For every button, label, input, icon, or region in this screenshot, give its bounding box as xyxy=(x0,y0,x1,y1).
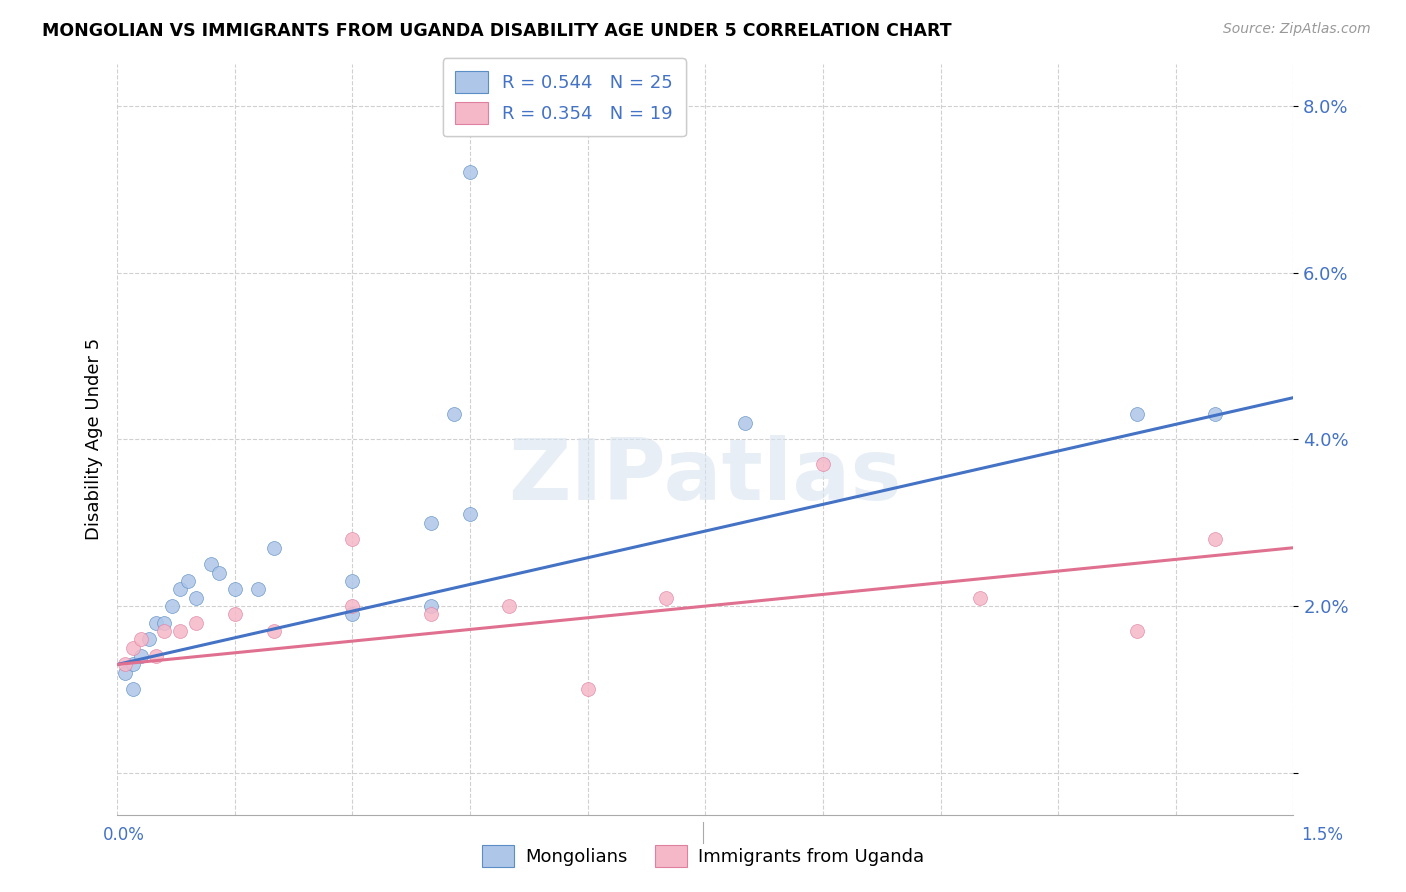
Point xyxy=(1125,624,1147,639)
Text: 0.0%: 0.0% xyxy=(103,826,145,844)
Point xyxy=(114,665,136,680)
Point xyxy=(122,640,145,655)
Text: MONGOLIAN VS IMMIGRANTS FROM UGANDA DISABILITY AGE UNDER 5 CORRELATION CHART: MONGOLIAN VS IMMIGRANTS FROM UGANDA DISA… xyxy=(42,22,952,40)
Y-axis label: Disability Age Under 5: Disability Age Under 5 xyxy=(86,338,103,541)
Point xyxy=(129,649,152,664)
Point xyxy=(208,566,231,580)
Point xyxy=(169,582,191,597)
Point xyxy=(153,624,176,639)
Point xyxy=(969,591,991,605)
Point xyxy=(1125,407,1147,421)
Point xyxy=(419,599,441,613)
Point xyxy=(263,624,285,639)
Point xyxy=(458,165,481,179)
Point xyxy=(419,607,441,622)
Point xyxy=(342,574,364,588)
Point xyxy=(576,682,599,697)
Point xyxy=(342,599,364,613)
Point xyxy=(200,558,222,572)
Point xyxy=(443,407,465,421)
Legend: Mongolians, Immigrants from Uganda: Mongolians, Immigrants from Uganda xyxy=(475,838,931,874)
Point xyxy=(114,657,136,672)
Point xyxy=(655,591,678,605)
Point xyxy=(153,615,176,630)
Point xyxy=(1204,407,1226,421)
Point xyxy=(811,458,834,472)
Point xyxy=(145,649,167,664)
Point xyxy=(419,516,441,530)
Point xyxy=(145,615,167,630)
Point xyxy=(1204,533,1226,547)
Point xyxy=(342,607,364,622)
Text: ZIPatlas: ZIPatlas xyxy=(509,435,903,518)
Point xyxy=(160,599,183,613)
Point xyxy=(169,624,191,639)
Point xyxy=(122,682,145,697)
Point xyxy=(458,508,481,522)
Point xyxy=(224,607,246,622)
Legend: R = 0.544   N = 25, R = 0.354   N = 19: R = 0.544 N = 25, R = 0.354 N = 19 xyxy=(443,58,686,136)
Point xyxy=(263,541,285,555)
Point xyxy=(122,657,145,672)
Point xyxy=(734,416,756,430)
Point xyxy=(498,599,520,613)
Point xyxy=(224,582,246,597)
Point xyxy=(184,591,207,605)
Point xyxy=(184,615,207,630)
Point xyxy=(129,632,152,647)
Point xyxy=(138,632,160,647)
Point xyxy=(177,574,200,588)
Text: Source: ZipAtlas.com: Source: ZipAtlas.com xyxy=(1223,22,1371,37)
Point xyxy=(247,582,270,597)
Point xyxy=(342,533,364,547)
Text: 1.5%: 1.5% xyxy=(1301,826,1343,844)
